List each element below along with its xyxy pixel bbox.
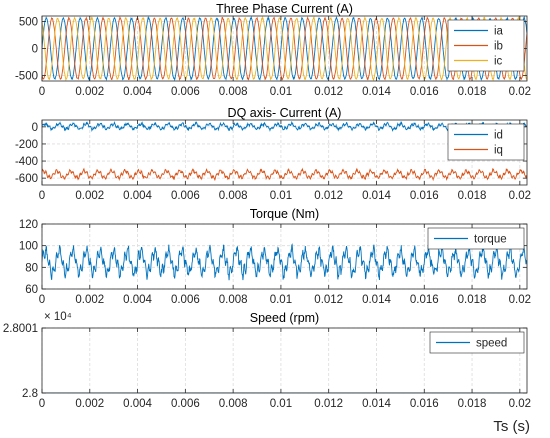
x-tick-label: 0.006 <box>171 190 200 202</box>
x-tick-label: 0.006 <box>171 86 200 98</box>
legend: id iq <box>447 123 525 161</box>
x-tick-label: 0 <box>39 294 45 306</box>
y-tick-label: 0 <box>32 44 38 56</box>
x-axis-label: Ts (s) <box>493 418 530 435</box>
series-group <box>42 243 527 281</box>
legend-label-ia: ia <box>494 26 504 38</box>
x-tick-label: 0.006 <box>171 398 200 410</box>
axes-box <box>41 223 528 290</box>
x-tick-label: 0.012 <box>314 398 343 410</box>
x-tick-label: 0.02 <box>509 398 531 410</box>
legend: ia ib ic <box>447 19 525 72</box>
series-line-iq <box>42 167 527 182</box>
subplot-title: Torque (Nm) <box>250 207 319 221</box>
x-tick-label: 0.018 <box>458 190 487 202</box>
legend-label-speed: speed <box>476 338 507 350</box>
x-tick-label: 0.004 <box>123 190 152 202</box>
y-tick-label: 60 <box>25 284 38 296</box>
x-tick-label: 0.016 <box>410 398 439 410</box>
x-tick-label: 0.01 <box>270 294 292 306</box>
legend-box <box>427 227 525 250</box>
x-tick-label: 0.014 <box>362 294 391 306</box>
x-tick-label: 0.002 <box>75 190 104 202</box>
x-tick-label: 0.018 <box>458 398 487 410</box>
x-tick-label: 0.002 <box>75 294 104 306</box>
x-tick-label: 0.02 <box>509 294 531 306</box>
x-tick-label: 0.004 <box>123 86 152 98</box>
axes-box <box>41 119 528 186</box>
series-line-ib <box>42 16 527 81</box>
x-tick-label: 0.014 <box>362 398 391 410</box>
subplot-title: Three Phase Current (A) <box>216 2 353 16</box>
axes-box <box>41 327 528 394</box>
x-tick-label: 0.002 <box>75 398 104 410</box>
x-tick-label: 0.018 <box>458 86 487 98</box>
y-tick-label: 120 <box>19 219 38 231</box>
series-group <box>42 120 527 182</box>
y-tick-label: 2.8 <box>22 388 38 400</box>
x-tick-label: 0.016 <box>410 294 439 306</box>
x-tick-label: 0.014 <box>362 86 391 98</box>
legend-label-ib: ib <box>494 41 503 53</box>
x-tick-label: 0.018 <box>458 294 487 306</box>
x-tick-label: 0.016 <box>410 190 439 202</box>
series-line-torque <box>42 243 527 281</box>
legend-label-torque: torque <box>474 234 507 246</box>
y-tick-label: -500 <box>15 71 38 83</box>
x-tick-label: 0.012 <box>314 294 343 306</box>
y-exponent-label: × 10⁴ <box>44 311 72 323</box>
x-tick-label: 0.008 <box>219 190 248 202</box>
y-tick-label: 2.8001 <box>3 323 38 335</box>
legend-label-id: id <box>494 130 503 142</box>
subplot-1: 0 0.002 0.004 0.006 0.008 0.01 0.012 0.014 0.016… <box>15 2 531 98</box>
x-tick-label: 0.02 <box>509 190 531 202</box>
x-tick-label: 0.006 <box>171 294 200 306</box>
x-tick-label: 0 <box>39 190 45 202</box>
y-tick-label: 500 <box>19 16 38 28</box>
series-group <box>42 16 527 81</box>
legend-label-iq: iq <box>494 145 503 157</box>
legend-label-ic: ic <box>494 56 503 68</box>
x-tick-label: 0 <box>39 86 45 98</box>
x-tick-label: 0.002 <box>75 86 104 98</box>
x-tick-label: 0.01 <box>270 398 292 410</box>
y-tick-label: -200 <box>15 139 38 151</box>
legend-box <box>447 123 525 161</box>
x-tick-label: 0.02 <box>509 86 531 98</box>
y-tick-label: -400 <box>15 156 38 168</box>
legend-box <box>429 331 525 354</box>
legend: torque <box>427 227 525 250</box>
y-tick-label: 80 <box>25 262 38 274</box>
x-tick-label: 0.016 <box>410 86 439 98</box>
x-tick-label: 0.008 <box>219 86 248 98</box>
legend: speed <box>429 331 525 354</box>
x-tick-label: 0.01 <box>270 190 292 202</box>
x-tick-label: 0.012 <box>314 86 343 98</box>
x-tick-label: 0.004 <box>123 294 152 306</box>
subplot-title: DQ axis- Current (A) <box>228 106 342 120</box>
x-tick-label: 0.008 <box>219 398 248 410</box>
x-tick-label: 0.014 <box>362 190 391 202</box>
x-tick-label: 0.004 <box>123 398 152 410</box>
y-tick-label: 0 <box>32 122 38 134</box>
x-tick-label: 0.012 <box>314 190 343 202</box>
series-line-ic <box>42 16 527 81</box>
subplot-2: 0 0.002 0.004 0.006 0.008 0.01 0.012 0.014 0.016… <box>15 106 531 202</box>
x-tick-label: 0.008 <box>219 294 248 306</box>
series-line-id <box>42 120 527 133</box>
x-tick-label: 0.01 <box>270 86 292 98</box>
subplot-title: Speed (rpm) <box>250 311 319 325</box>
subplot-3: 0 0.002 0.004 0.006 0.008 0.01 0.012 0.014 0.016… <box>19 207 531 306</box>
subplot-4: 0 0.002 0.004 0.006 0.008 0.01 0.012 0.014 0.016… <box>3 311 531 410</box>
series-line-ia <box>42 16 527 81</box>
x-tick-label: 0 <box>39 398 45 410</box>
y-tick-label: 100 <box>19 241 38 253</box>
y-tick-label: -600 <box>15 173 38 185</box>
